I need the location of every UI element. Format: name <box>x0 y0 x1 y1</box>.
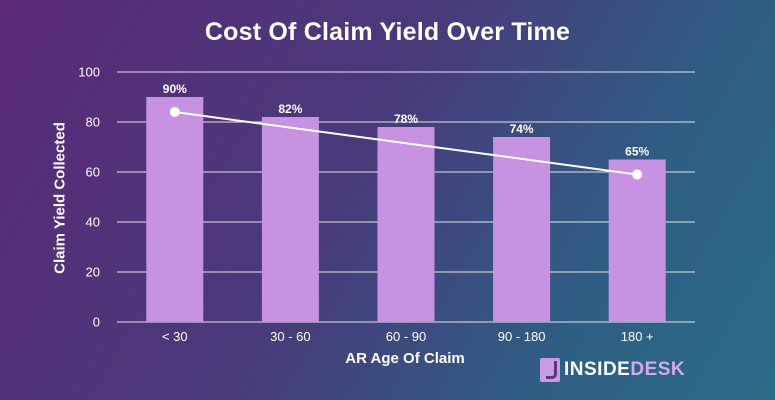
x-tick-label: < 30 <box>162 329 188 344</box>
trendline <box>174 111 638 176</box>
trendline-point <box>632 169 643 180</box>
brand-logo: INSIDE DESK <box>540 358 685 382</box>
data-label: 78% <box>394 112 418 126</box>
y-tick-label: 40 <box>86 215 100 230</box>
bar <box>377 127 435 322</box>
y-tick-label: 0 <box>93 315 100 330</box>
bar <box>261 117 319 322</box>
brand-name-desk: DESK <box>630 359 686 380</box>
bar <box>493 137 551 322</box>
y-axis-label: Claim Yield Collected <box>51 122 69 274</box>
x-tick-label: 180 + <box>621 329 654 344</box>
y-tick-label: 80 <box>86 115 100 130</box>
x-axis-label: AR Age Of Claim <box>345 350 465 367</box>
y-tick-label: 20 <box>86 265 100 280</box>
chart-title: Cost Of Claim Yield Over Time <box>204 18 571 46</box>
data-label: 82% <box>278 102 302 116</box>
x-tick-label: 30 - 60 <box>270 329 310 344</box>
bar <box>146 97 204 322</box>
x-tick-label: 60 - 90 <box>386 329 426 344</box>
data-label: 74% <box>510 122 534 136</box>
trendline-point <box>169 107 180 117</box>
y-tick-label: 60 <box>86 165 100 180</box>
insidedesk-logo-icon <box>540 358 560 382</box>
data-label: 90% <box>163 82 187 96</box>
x-tick-label: 90 - 180 <box>498 329 546 344</box>
y-tick-label: 100 <box>78 65 100 80</box>
bar <box>608 159 666 322</box>
brand-name-inside: INSIDE <box>564 359 631 380</box>
data-label: 65% <box>625 145 649 159</box>
